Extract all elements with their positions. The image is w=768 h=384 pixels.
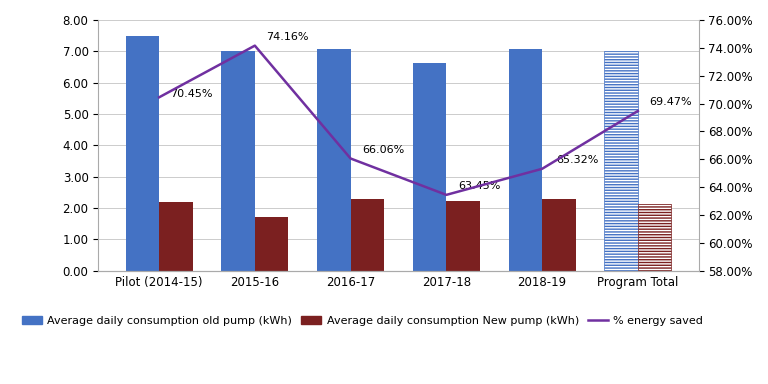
Bar (159, 202, 193, 271)
Text: 70.45%: 70.45% (170, 89, 213, 99)
Bar (350, 199, 384, 271)
Bar (638, 204, 671, 271)
Bar (446, 201, 480, 271)
Bar (221, 51, 255, 271)
Bar (542, 199, 575, 271)
Bar (126, 36, 159, 271)
Bar (413, 63, 446, 271)
Bar (255, 217, 288, 271)
Text: 63.45%: 63.45% (458, 181, 500, 191)
Legend: Average daily consumption old pump (kWh), Average daily consumption New pump (kW: Average daily consumption old pump (kWh)… (17, 311, 707, 331)
Text: 66.06%: 66.06% (362, 145, 404, 155)
Bar (317, 48, 350, 271)
Bar (508, 48, 542, 271)
Text: 69.47%: 69.47% (649, 98, 692, 108)
Text: 65.32%: 65.32% (557, 155, 599, 165)
Bar (604, 51, 638, 271)
Text: 74.16%: 74.16% (266, 32, 309, 42)
